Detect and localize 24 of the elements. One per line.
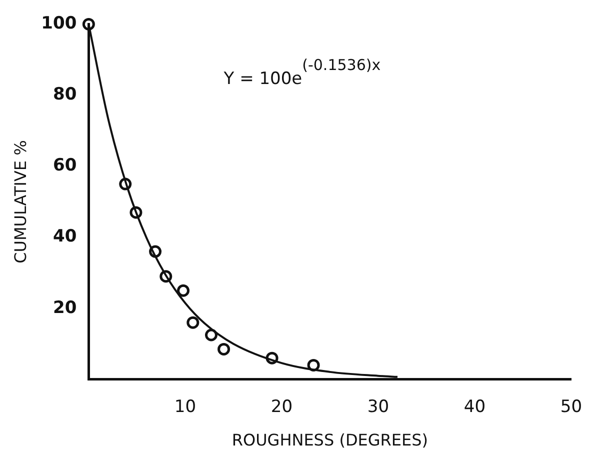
point [160,270,172,283]
point [177,284,190,297]
x-tick-label: 30 [367,397,390,418]
y-axis-title: CUMULATIVE % [10,140,30,264]
x-tick-label: 10 [174,397,196,418]
y-tick-label: 60 [53,156,77,176]
x-tick-label: 20 [270,397,293,418]
point [266,352,278,364]
point [149,245,162,258]
x-tick-label: 50 [560,397,582,418]
point [218,342,230,356]
x-axis-title: ROUGHNESS (DEGREES) [232,430,428,450]
y-tick-label: 20 [53,298,77,318]
point [82,18,95,30]
point [186,316,200,329]
point [119,178,132,190]
point [307,358,320,372]
y-tick-label: 100 [41,14,77,34]
x-tick-label: 40 [464,397,486,418]
annotation: Y = 100e(-0.1536)x [222,56,381,90]
point [130,206,142,219]
y-tick-label: 80 [53,84,77,105]
y-tick-label: 40 [53,226,77,247]
point [204,328,218,342]
